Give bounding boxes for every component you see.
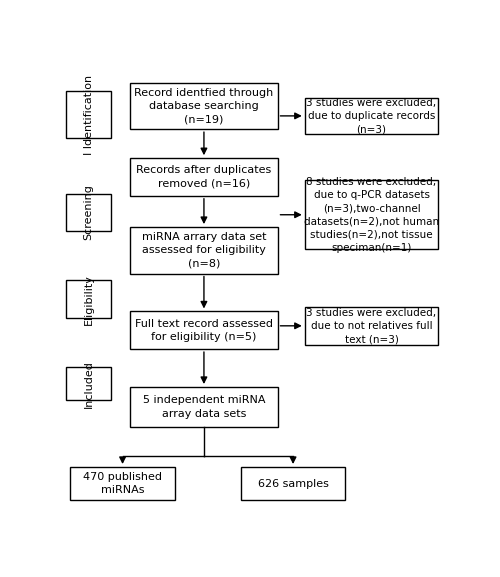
Text: 470 published
miRNAs: 470 published miRNAs xyxy=(83,472,162,495)
Text: Eligibility: Eligibility xyxy=(84,273,94,325)
FancyBboxPatch shape xyxy=(130,312,278,349)
FancyBboxPatch shape xyxy=(130,158,278,196)
FancyBboxPatch shape xyxy=(304,307,438,344)
Text: Screening: Screening xyxy=(84,185,94,241)
Text: 626 samples: 626 samples xyxy=(258,478,328,489)
FancyBboxPatch shape xyxy=(70,467,175,500)
Text: miRNA arrary data set
assessed for eligibility
(n=8): miRNA arrary data set assessed for eligi… xyxy=(142,232,266,268)
FancyBboxPatch shape xyxy=(130,227,278,273)
Text: I Identification: I Identification xyxy=(84,74,94,155)
FancyBboxPatch shape xyxy=(130,83,278,129)
Text: 5 independent miRNA
array data sets: 5 independent miRNA array data sets xyxy=(142,395,265,418)
FancyBboxPatch shape xyxy=(304,98,438,134)
Text: Included: Included xyxy=(84,359,94,407)
Text: 8 studies were excluded,
due to q-PCR datasets
(n=3),two-channel
datasets(n=2),n: 8 studies were excluded, due to q-PCR da… xyxy=(304,177,439,253)
FancyBboxPatch shape xyxy=(130,387,278,427)
Text: 3 studies were excluded,
due to duplicate records
(n=3): 3 studies were excluded, due to duplicat… xyxy=(306,98,436,134)
Text: 3 studies were excluded,
due to not relatives full
text (n=3): 3 studies were excluded, due to not rela… xyxy=(306,308,436,344)
FancyBboxPatch shape xyxy=(304,180,438,249)
FancyBboxPatch shape xyxy=(241,467,346,500)
Text: Record identfied through
database searching
(n=19): Record identfied through database search… xyxy=(134,88,274,124)
FancyBboxPatch shape xyxy=(66,280,111,318)
Text: Records after duplicates
removed (n=16): Records after duplicates removed (n=16) xyxy=(136,166,272,189)
FancyBboxPatch shape xyxy=(66,92,111,138)
Text: Full text record assessed
for eligibility (n=5): Full text record assessed for eligibilit… xyxy=(135,319,273,342)
FancyBboxPatch shape xyxy=(66,367,111,400)
FancyBboxPatch shape xyxy=(66,194,111,231)
